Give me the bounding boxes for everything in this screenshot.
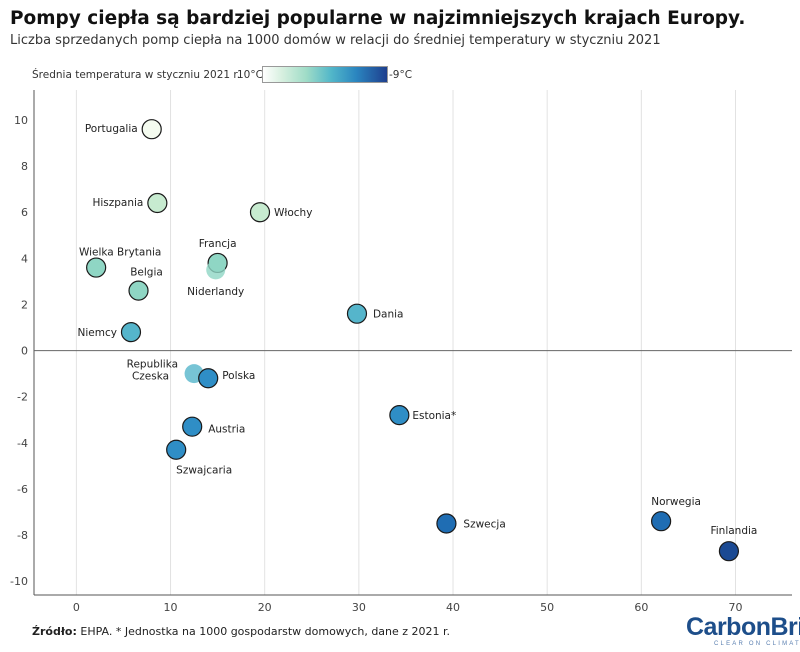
point-label: Wielka Brytania: [79, 247, 161, 259]
x-tick-label: 70: [729, 601, 743, 614]
point-austria: [182, 416, 203, 437]
legend-color-bar: [262, 66, 388, 83]
point-niemcy: [120, 322, 142, 343]
point-szwecja: [436, 513, 457, 534]
point-norwegia: [651, 511, 672, 532]
point-label: Polska: [222, 370, 255, 382]
source-label: Źródło:: [32, 625, 77, 638]
point-niderlandy: [206, 260, 226, 280]
y-tick-label: 6: [21, 206, 28, 219]
y-tick-label: 10: [14, 114, 28, 127]
source-text: EHPA. * Jednostka na 1000 gospodarstw do…: [76, 625, 451, 638]
y-tick-label: -10: [10, 575, 28, 588]
point-polska: [198, 368, 219, 389]
point-label: Szwecja: [463, 519, 505, 531]
point-label: Estonia*: [412, 410, 456, 422]
point-label: Portugalia: [85, 123, 138, 135]
y-tick-label: -8: [17, 529, 28, 542]
x-tick-label: 60: [634, 601, 648, 614]
x-tick-label: 40: [446, 601, 460, 614]
point-szwajcaria: [166, 439, 187, 460]
y-tick-label: 0: [21, 345, 28, 358]
y-tick-label: 4: [21, 252, 28, 265]
point-wielka-brytania: [86, 257, 107, 278]
point-label: Hiszpania: [92, 197, 143, 209]
chart-title: Pompy ciepła są bardziej popularne w naj…: [10, 8, 746, 29]
x-tick-label: 0: [73, 601, 80, 614]
x-tick-label: 30: [352, 601, 366, 614]
point-portugalia: [141, 119, 162, 140]
point-label: Dania: [373, 309, 404, 321]
legend-min-label: 10°C: [237, 69, 263, 81]
y-tick-label: -2: [17, 391, 28, 404]
point-label: Szwajcaria: [176, 465, 232, 477]
point-label: Finlandia: [710, 525, 757, 537]
chart-subtitle: Liczba sprzedanych pomp ciepła na 1000 d…: [10, 33, 661, 48]
y-tick-label: 2: [21, 298, 28, 311]
x-tick-label: 10: [164, 601, 178, 614]
y-tick-label: -4: [17, 437, 28, 450]
logo-tagline: CLEAR ON CLIMATE: [714, 641, 800, 647]
logo-wordmark: CarbonBrief: [686, 613, 800, 641]
x-tick-label: 20: [258, 601, 272, 614]
point-w-ochy: [249, 202, 271, 223]
y-tick-label: -6: [17, 483, 28, 496]
point-label: Austria: [208, 424, 245, 436]
source-note: Źródło: EHPA. * Jednostka na 1000 gospod…: [32, 625, 450, 638]
x-tick-label: 50: [540, 601, 554, 614]
legend-label: Średnia temperatura w styczniu 2021 r.: [32, 69, 241, 81]
carbonbrief-logo: CarbonBrief CLEAR ON CLIMATE: [686, 614, 800, 648]
point-label: Niderlandy: [187, 286, 244, 298]
point-label: Belgia: [130, 267, 163, 279]
legend-max-label: -9°C: [389, 69, 413, 81]
point-label: Norwegia: [651, 496, 701, 508]
point-estonia-: [389, 405, 410, 426]
point-label: Francja: [199, 238, 237, 250]
point-belgia: [128, 280, 149, 301]
point-label: Niemcy: [78, 327, 117, 339]
point-dania: [346, 303, 368, 324]
point-finlandia: [718, 541, 740, 562]
point-label: Republika Czeska: [127, 359, 178, 383]
point-label: Włochy: [274, 207, 312, 219]
point-hiszpania: [147, 192, 168, 214]
y-tick-label: 8: [21, 160, 28, 173]
